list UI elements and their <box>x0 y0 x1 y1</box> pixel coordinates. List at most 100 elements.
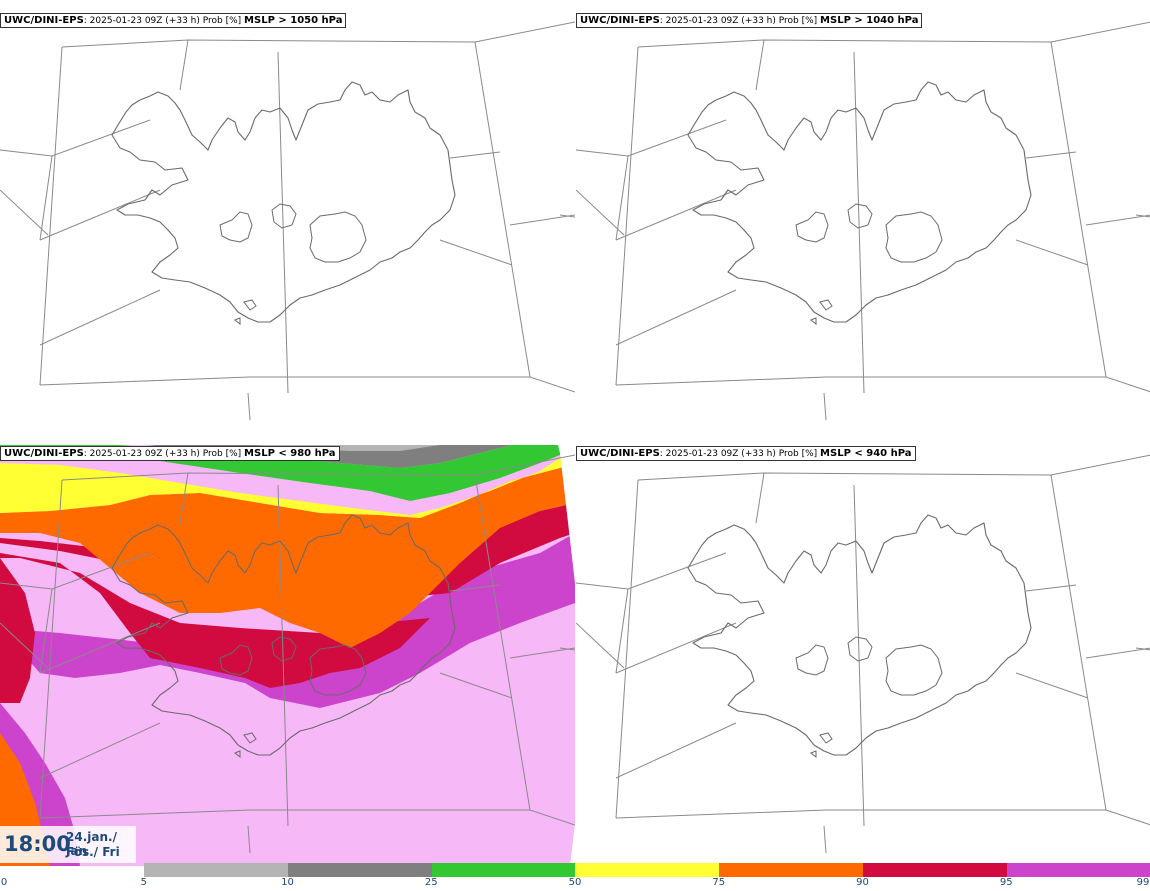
gridline <box>755 39 765 91</box>
gridline <box>277 51 289 394</box>
gridline <box>1050 41 1107 378</box>
gridline <box>509 647 575 659</box>
gridline <box>449 584 501 592</box>
gridline <box>39 622 161 674</box>
gridline <box>1085 647 1150 659</box>
gridline <box>1025 151 1077 159</box>
gridline <box>559 647 575 651</box>
legend-tick-label: 25 <box>424 877 438 888</box>
glacier-outline <box>243 732 257 744</box>
gridline <box>39 46 63 386</box>
glacier-outline <box>234 317 241 326</box>
legend-bin <box>719 863 863 877</box>
gridline <box>449 151 501 159</box>
prob-area-75 <box>0 463 575 648</box>
map-canvas <box>576 454 1150 854</box>
gridline <box>1025 584 1077 592</box>
gridline <box>823 825 827 854</box>
color-legend: 0 5 10 25 50 75 90 95 99 <box>0 862 1150 891</box>
legend-bin <box>862 863 1007 877</box>
legend-bin <box>431 863 576 877</box>
valid-weekday: Fös./ Fri <box>66 845 120 859</box>
gridline <box>1085 214 1150 226</box>
prob-area-90-west <box>0 558 35 703</box>
glacier-outline <box>795 211 829 243</box>
iceland-outline <box>687 81 1032 323</box>
gridline <box>439 239 513 266</box>
glacier-outline <box>309 644 367 696</box>
panel-title: UWC/DINI-EPS: 2025-01-23 09Z (+33 h) Pro… <box>576 13 923 28</box>
variable-name: MSLP > 1050 hPa <box>244 15 343 26</box>
glacier-outline <box>243 299 257 311</box>
legend-tick-label: 5 <box>140 877 147 888</box>
panel-title: UWC/DINI-EPS: 2025-01-23 09Z (+33 h) Pro… <box>576 446 916 461</box>
prob-area-95 <box>0 533 575 708</box>
glacier-outline <box>271 636 297 662</box>
map-panel-mslp-gt-1040: UWC/DINI-EPS: 2025-01-23 09Z (+33 h) Pro… <box>576 0 1150 433</box>
gridline <box>615 479 639 819</box>
run-info: : 2025-01-23 09Z (+33 h) Prob [%] <box>659 449 818 459</box>
legend-bin <box>1006 863 1150 877</box>
panel-title: UWC/DINI-EPS: 2025-01-23 09Z (+33 h) Pro… <box>0 446 340 461</box>
glacier-outline <box>219 644 253 676</box>
gridline <box>1135 647 1150 651</box>
iceland-coastline <box>687 514 1032 759</box>
legend-tick-label: 75 <box>712 877 726 888</box>
gridline <box>247 392 251 421</box>
model-name: UWC/DINI-EPS <box>580 15 660 26</box>
gridline <box>39 588 53 674</box>
gridline <box>576 189 625 236</box>
gridline <box>615 588 629 674</box>
variable-name: MSLP < 980 hPa <box>244 448 336 459</box>
model-name: UWC/DINI-EPS <box>4 15 84 26</box>
gridline <box>474 474 531 811</box>
gridline <box>439 672 513 699</box>
map-canvas <box>0 433 575 866</box>
projection-gridlines <box>0 454 575 854</box>
gridline <box>576 622 625 669</box>
glacier-outline <box>847 203 873 229</box>
projection-gridlines <box>576 21 1150 421</box>
legend-bin <box>287 863 432 877</box>
gridline <box>637 21 1150 48</box>
glacier-outline <box>819 732 833 744</box>
gridline <box>615 46 639 386</box>
gridline <box>39 376 575 393</box>
gridline <box>615 289 737 346</box>
gridline <box>755 472 765 524</box>
gridline <box>179 472 189 524</box>
panel-title: UWC/DINI-EPS: 2025-01-23 09Z (+33 h) Pro… <box>0 13 347 28</box>
gridline <box>615 809 1150 826</box>
projection-gridlines <box>0 21 575 421</box>
model-name: UWC/DINI-EPS <box>4 448 84 459</box>
glacier-outline <box>885 644 943 696</box>
glacier-outline <box>309 211 367 263</box>
iceland-outline <box>687 514 1032 756</box>
legend-tick-label: 95 <box>999 877 1013 888</box>
gridline <box>1135 214 1150 218</box>
map-canvas <box>0 21 575 421</box>
glacier-outline <box>810 750 817 759</box>
gridline <box>39 479 63 819</box>
gridline <box>853 51 865 394</box>
legend-tick-label: 0 <box>0 877 8 888</box>
glacier-outline <box>219 211 253 243</box>
run-info: : 2025-01-23 09Z (+33 h) Prob [%] <box>83 16 242 26</box>
gridline <box>615 722 737 779</box>
gridline <box>247 825 251 854</box>
iceland-outline <box>111 514 456 756</box>
gridline <box>61 21 575 48</box>
gridline <box>853 484 865 827</box>
glacier-outline <box>271 203 297 229</box>
prob-area-50 <box>0 443 575 518</box>
map-panel-mslp-lt-940: UWC/DINI-EPS: 2025-01-23 09Z (+33 h) Pro… <box>576 433 1150 866</box>
iceland-coastline <box>111 514 456 759</box>
gridline <box>637 454 1150 481</box>
legend-bin <box>144 863 288 877</box>
glacier-outline <box>847 636 873 662</box>
legend-tick-label: 10 <box>281 877 294 888</box>
gridline <box>559 214 575 218</box>
model-name: UWC/DINI-EPS <box>580 448 660 459</box>
iceland-coastline <box>687 81 1032 326</box>
glacier-outline <box>795 644 829 676</box>
